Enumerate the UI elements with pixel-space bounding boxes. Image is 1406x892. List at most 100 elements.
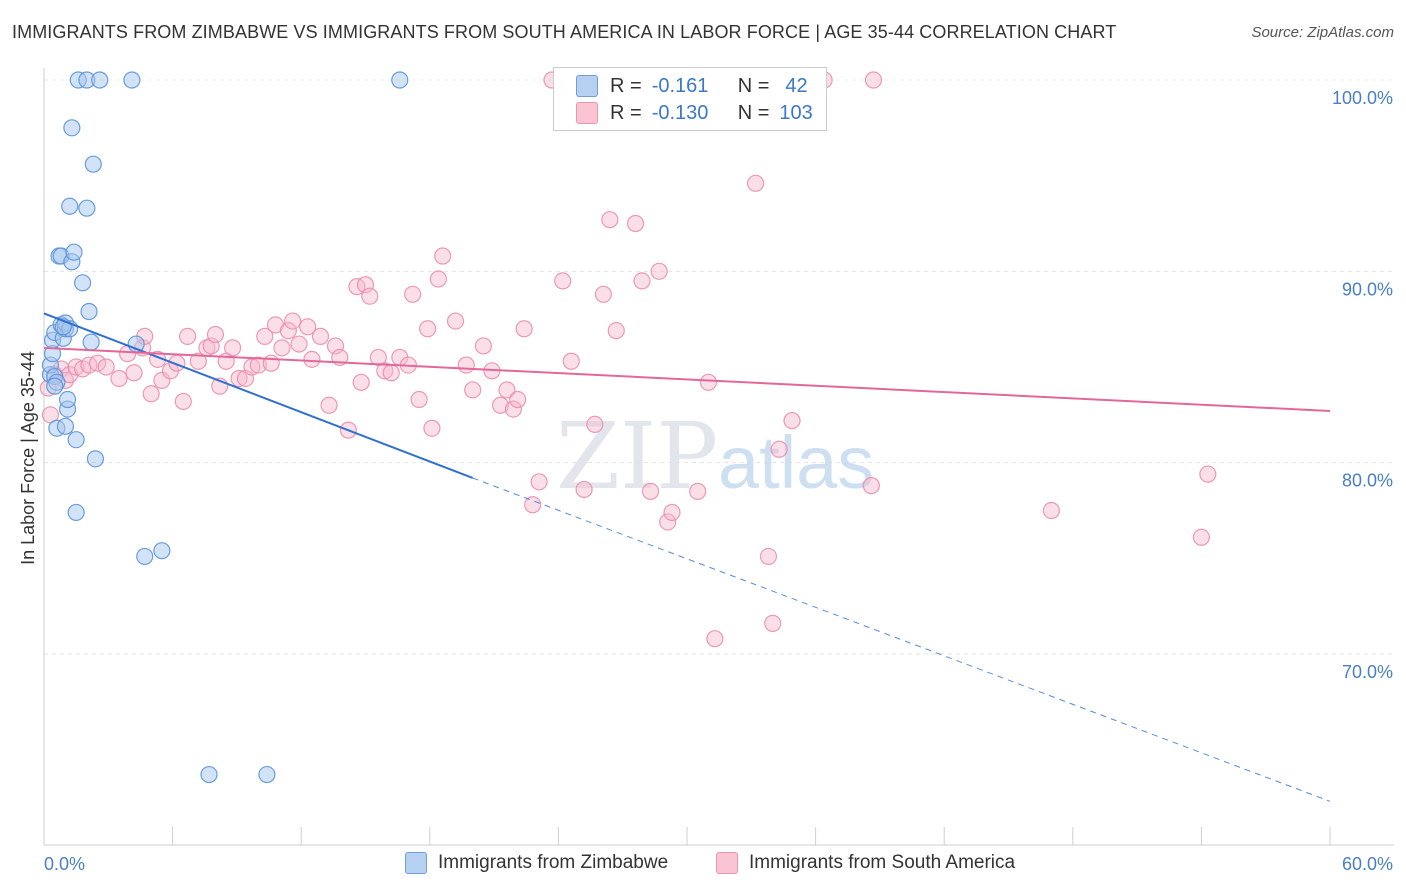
zimbabwe-point	[123, 71, 141, 89]
south-america-point	[699, 373, 718, 391]
zimbabwe-point	[65, 243, 83, 261]
south-america-point	[224, 339, 242, 357]
south-america-point	[110, 369, 128, 388]
legend-r-zimbabwe: -0.161	[651, 74, 709, 97]
south-america-point	[864, 71, 883, 89]
south-america-point	[352, 373, 370, 391]
south-america-point	[770, 440, 788, 458]
south-america-point	[303, 350, 321, 368]
legend-r-south-america: -0.130	[651, 101, 709, 124]
zimbabwe-point	[58, 390, 77, 409]
zimbabwe-point	[136, 547, 154, 566]
legend: R = -0.161 N = 42 R = -0.130 N = 103	[553, 67, 827, 131]
south-america-point	[862, 477, 880, 495]
y-axis-title: In Labor Force | Age 35-44	[18, 351, 38, 565]
zimbabwe-point	[153, 542, 171, 560]
south-america-point	[125, 364, 143, 382]
south-america-point	[706, 630, 724, 648]
legend-n-zimbabwe: 42	[785, 74, 808, 97]
south-america-point	[1042, 501, 1060, 520]
x-tick-label: 60.0%	[1342, 854, 1393, 874]
south-america-point	[382, 364, 400, 382]
zimbabwe-point	[67, 431, 85, 449]
south-america-point	[515, 320, 533, 338]
south-america-point	[446, 312, 465, 330]
watermark-zip: ZIP	[556, 403, 718, 510]
south-america-point	[97, 358, 115, 376]
south-america-point	[279, 322, 297, 340]
south-america-point	[410, 390, 428, 409]
x-tick-label: 0.0%	[44, 854, 85, 874]
south-america-point	[256, 327, 274, 345]
south-america-point	[783, 411, 801, 430]
legend-n-south-america: 103	[779, 101, 813, 124]
legend-swatch-zimbabwe	[576, 75, 598, 97]
watermark: ZIP atlas	[556, 403, 874, 510]
bottom-legend-label-south-america: Immigrants from South America	[749, 852, 1016, 873]
trend-lines	[43, 312, 1331, 802]
zimbabwe-point	[86, 450, 105, 468]
watermark-atlas: atlas	[718, 421, 874, 504]
zimbabwe-point	[63, 119, 81, 137]
south-america-point	[434, 247, 452, 265]
south-america-point	[562, 352, 580, 370]
legend-n-label: N =	[737, 74, 770, 97]
south-america-point	[179, 327, 197, 345]
south-america-point	[575, 480, 593, 499]
south-america-point	[659, 513, 677, 531]
zimbabwe-point	[91, 71, 109, 89]
legend-n-label: N =	[737, 101, 770, 124]
south-america-points	[39, 71, 1217, 648]
axes	[43, 68, 1394, 846]
zimbabwe-point	[78, 199, 96, 217]
south-america-point	[586, 415, 604, 433]
south-america-point	[689, 482, 707, 500]
south-america-point	[376, 362, 394, 380]
zimbabwe-point	[61, 197, 79, 215]
south-america-point	[429, 270, 447, 288]
south-america-point	[524, 496, 542, 514]
zimbabwe-trend-extension	[472, 477, 1331, 802]
zimbabwe-point	[258, 765, 276, 784]
south-america-point	[273, 339, 291, 357]
south-america-point	[1192, 528, 1211, 546]
south-america-point	[142, 385, 160, 403]
south-america-point	[230, 369, 248, 388]
south-america-point	[419, 320, 437, 338]
south-america-point	[311, 327, 330, 345]
legend-swatch-south-america	[576, 102, 598, 124]
south-america-point	[67, 358, 85, 376]
south-america-point	[299, 318, 317, 336]
source-label: Source: ZipAtlas.com	[1251, 24, 1394, 41]
zimbabwe-point	[56, 417, 75, 435]
south-america-point	[262, 354, 280, 372]
south-america-point	[474, 337, 492, 355]
south-america-point	[650, 262, 668, 280]
south-america-point	[663, 503, 681, 522]
bottom-legend-swatch-zimbabwe	[405, 852, 427, 874]
zimbabwe-point	[200, 765, 218, 784]
y-tick-label: 90.0%	[1342, 279, 1393, 299]
south-america-trend-line	[43, 346, 1331, 413]
south-america-point	[601, 211, 619, 229]
tick-labels: 70.0% 80.0% 90.0% 100.0% 0.0% 60.0%	[44, 88, 1393, 874]
zimbabwe-point	[82, 333, 100, 351]
bottom-legend: Immigrants from Zimbabwe Immigrants from…	[0, 852, 1406, 878]
zimbabwe-points	[41, 71, 409, 784]
south-america-point	[284, 312, 302, 330]
south-america-point	[206, 325, 225, 344]
south-america-point	[423, 419, 441, 437]
south-america-point	[290, 335, 308, 353]
bottom-legend-swatch-south-america	[716, 852, 738, 874]
south-america-point	[320, 396, 338, 414]
south-america-point	[457, 356, 475, 374]
south-america-point	[464, 381, 482, 399]
y-tick-label: 100.0%	[1332, 88, 1393, 108]
zimbabwe-point	[80, 302, 98, 321]
south-america-point	[249, 356, 267, 374]
south-america-point	[174, 392, 192, 411]
bottom-legend-zimbabwe: Immigrants from Zimbabwe	[405, 852, 668, 874]
y-tick-label: 80.0%	[1342, 471, 1393, 491]
south-america-point	[404, 285, 422, 303]
